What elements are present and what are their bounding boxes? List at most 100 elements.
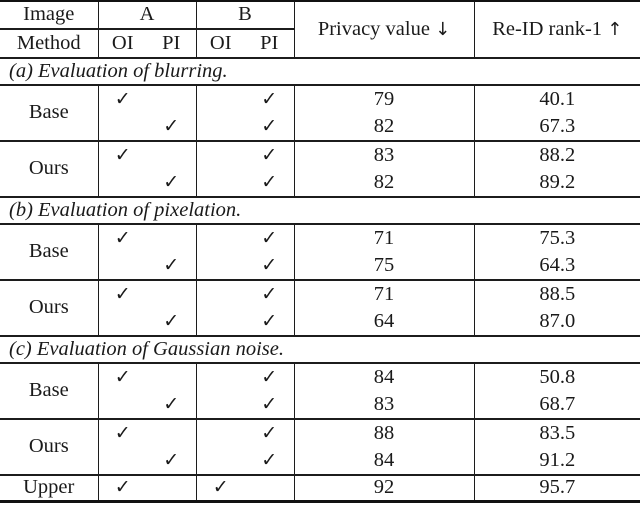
reid-value-cell: 91.2 — [473, 447, 640, 475]
check-cell-b-pi — [245, 473, 294, 502]
table-row: Base ✓ ✓ 71 75.3 — [0, 223, 640, 280]
header-row-2: Method OI PI OI PI — [0, 29, 640, 59]
check-cell-a-oi: ✓ — [97, 473, 147, 502]
check-cell-a-pi — [147, 223, 196, 252]
check-cell-a-pi — [147, 473, 196, 502]
check-cell-a-oi: ✓ — [97, 223, 147, 252]
check-cell-a-pi: ✓ — [163, 171, 180, 193]
table-row: Ours ✓ ✓ 88 83.5 — [0, 418, 640, 475]
privacy-value-cell: 71 — [293, 279, 474, 308]
method-cell: Ours — [0, 279, 98, 336]
privacy-value-cell: 82 — [293, 113, 474, 141]
section-caption-row: (c) Evaluation of Gaussian noise. — [0, 335, 640, 364]
check-cell-a-pi — [147, 84, 196, 113]
privacy-value-cell: 75 — [293, 252, 474, 280]
table-row: Ours ✓ ✓ 83 88.2 — [0, 140, 640, 197]
check-cell-a-oi — [97, 113, 147, 141]
check-cell-b-pi: ✓ — [245, 362, 294, 391]
reid-value-cell: 83.5 — [473, 418, 640, 447]
reid-value-cell: 40.1 — [473, 84, 640, 113]
check-cell-a-oi — [97, 391, 147, 419]
reid-value-cell: 95.7 — [473, 473, 640, 502]
check-cell-b-pi: ✓ — [261, 449, 278, 471]
check-cell-b-pi: ✓ — [245, 418, 294, 447]
header-group-b: B — [195, 1, 294, 30]
check-cell-b-pi: ✓ — [261, 171, 278, 193]
check-cell-b-oi — [195, 223, 245, 252]
table-row: Ours ✓ ✓ 71 88.5 — [0, 279, 640, 336]
privacy-value-cell: 64 — [293, 308, 474, 336]
check-cell-b-pi: ✓ — [245, 223, 294, 252]
check-cell-b-oi — [195, 169, 245, 197]
check-cell-b-oi — [195, 113, 245, 141]
check-cell-b-oi — [195, 140, 245, 169]
check-cell-b-oi — [195, 447, 245, 475]
check-cell-b-oi — [195, 391, 245, 419]
check-cell-b-oi — [195, 252, 245, 280]
results-table: Image A B Privacy value ↓ Re-ID rank-1 ↑… — [0, 0, 640, 503]
table-row: Base ✓ ✓ 79 40.1 — [0, 84, 640, 141]
up-arrow-icon: ↑ — [607, 18, 623, 40]
header-group-a: A — [97, 1, 196, 30]
check-cell-a-pi — [147, 362, 196, 391]
reid-value-cell: 88.2 — [473, 140, 640, 169]
section-caption-row: (a) Evaluation of blurring. — [0, 57, 640, 86]
method-cell: Base — [0, 362, 98, 419]
header-b-pi: PI — [245, 29, 294, 59]
check-cell-b-oi — [195, 362, 245, 391]
table-row: ✓ ✓ 84 91.2 — [0, 447, 640, 475]
header-image: Image — [0, 1, 98, 30]
reid-value-cell: 67.3 — [473, 113, 640, 141]
reid-value-cell: 64.3 — [473, 252, 640, 280]
reid-value-cell: 68.7 — [473, 391, 640, 419]
check-cell-b-oi — [195, 279, 245, 308]
check-cell-a-oi: ✓ — [97, 140, 147, 169]
check-cell-a-pi: ✓ — [163, 115, 180, 137]
method-cell: Ours — [0, 418, 98, 475]
reid-value-cell: 87.0 — [473, 308, 640, 336]
check-cell-a-oi: ✓ — [97, 279, 147, 308]
check-cell-a-pi — [147, 140, 196, 169]
method-cell: Upper — [0, 473, 98, 502]
header-a-pi: PI — [147, 29, 196, 59]
privacy-value-cell: 92 — [293, 473, 474, 502]
section-caption-c: (c) Evaluation of Gaussian noise. — [0, 335, 640, 364]
reid-value-cell: 50.8 — [473, 362, 640, 391]
table-row-upper: Upper ✓ ✓ 92 95.7 — [0, 473, 640, 502]
section-caption-row: (b) Evaluation of pixelation. — [0, 196, 640, 225]
table-row: ✓ ✓ 83 68.7 — [0, 391, 640, 419]
privacy-value-cell: 82 — [293, 169, 474, 197]
method-cell: Ours — [0, 140, 98, 197]
privacy-value-cell: 84 — [293, 447, 474, 475]
check-cell-a-oi — [97, 252, 147, 280]
table-row: ✓ ✓ 82 67.3 — [0, 113, 640, 141]
privacy-value-cell: 83 — [293, 140, 474, 169]
privacy-value-cell: 88 — [293, 418, 474, 447]
check-cell-a-oi: ✓ — [97, 362, 147, 391]
check-cell-a-oi — [97, 308, 147, 336]
header-b-oi: OI — [195, 29, 245, 59]
privacy-value-cell: 83 — [293, 391, 474, 419]
header-a-oi: OI — [97, 29, 147, 59]
check-cell-b-pi: ✓ — [261, 310, 278, 332]
reid-value-cell: 89.2 — [473, 169, 640, 197]
check-cell-b-oi — [195, 84, 245, 113]
check-cell-a-pi: ✓ — [163, 393, 180, 415]
down-arrow-icon: ↓ — [435, 18, 451, 40]
check-cell-b-pi: ✓ — [261, 393, 278, 415]
check-cell-a-oi — [97, 447, 147, 475]
table-row: ✓ ✓ 64 87.0 — [0, 308, 640, 336]
header-privacy: Privacy value ↓ — [293, 1, 474, 59]
check-cell-a-pi: ✓ — [163, 254, 180, 276]
header-row-1: Image A B Privacy value ↓ Re-ID rank-1 ↑ — [0, 1, 640, 59]
check-cell-b-pi: ✓ — [245, 140, 294, 169]
privacy-value-cell: 71 — [293, 223, 474, 252]
check-cell-b-oi — [195, 418, 245, 447]
privacy-value-cell: 79 — [293, 84, 474, 113]
check-cell-b-oi — [195, 308, 245, 336]
check-cell-b-pi: ✓ — [245, 279, 294, 308]
header-method: Method — [0, 29, 98, 59]
check-cell-a-oi — [97, 169, 147, 197]
check-cell-b-pi: ✓ — [261, 115, 278, 137]
